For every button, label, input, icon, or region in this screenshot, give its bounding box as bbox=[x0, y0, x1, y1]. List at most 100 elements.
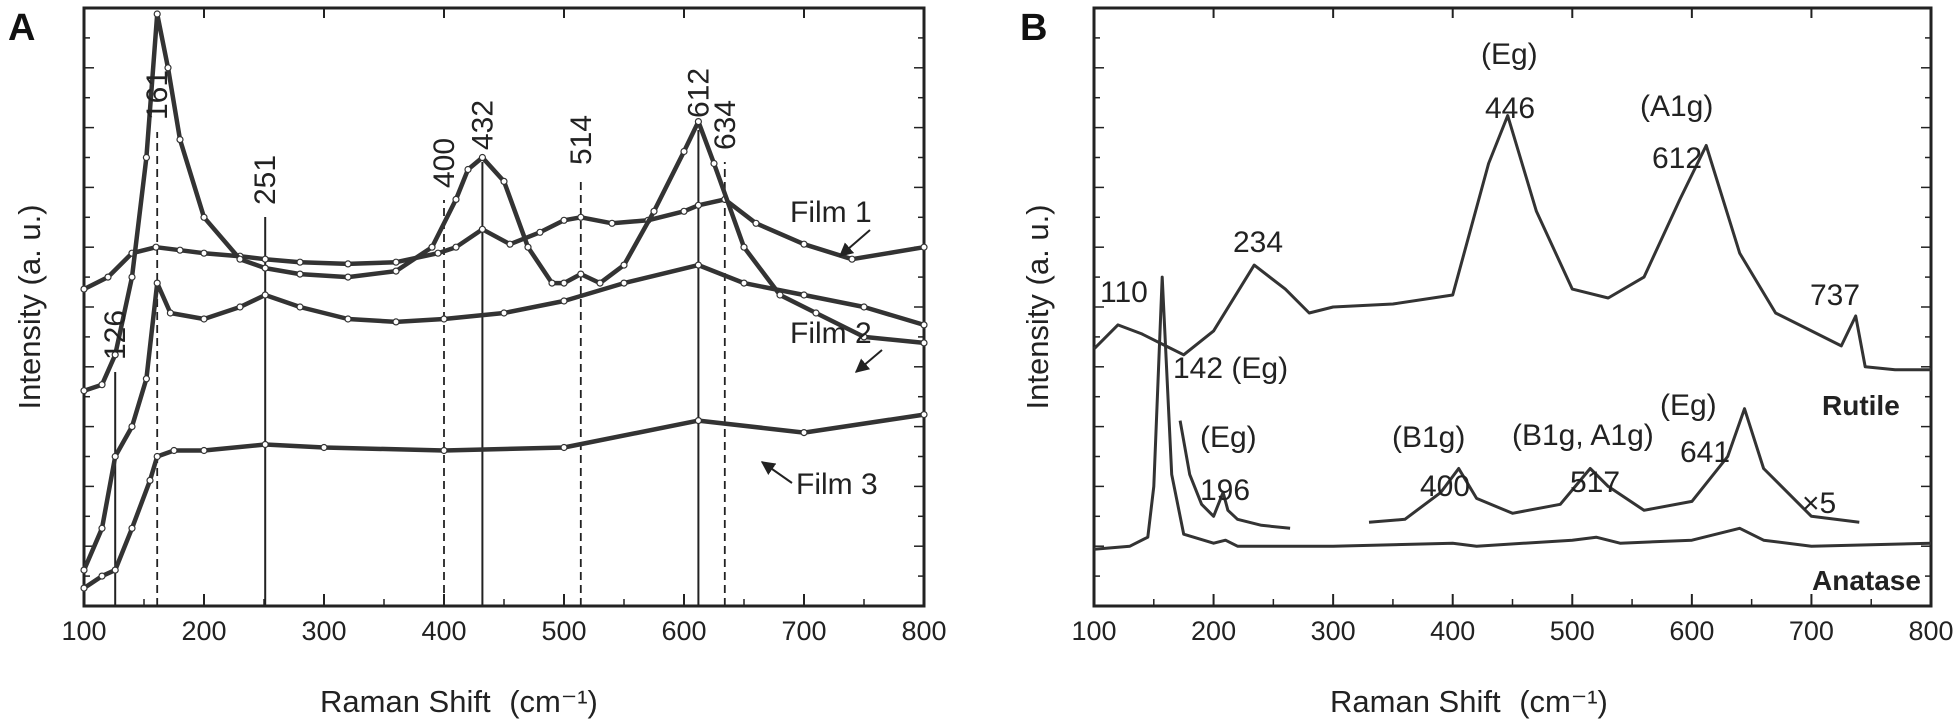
peak-label-126: 126 bbox=[99, 310, 132, 360]
data-point bbox=[128, 273, 136, 281]
peak-label-641: 641 bbox=[1680, 436, 1730, 469]
data-point bbox=[740, 279, 748, 287]
data-point bbox=[142, 375, 150, 383]
anatase-label: Anatase bbox=[1812, 565, 1921, 596]
data-point bbox=[296, 270, 304, 278]
data-point bbox=[170, 446, 178, 455]
data-point bbox=[478, 225, 486, 233]
data-point bbox=[620, 261, 628, 269]
data-point bbox=[560, 279, 568, 287]
film-1-label: Film 1 bbox=[790, 196, 872, 229]
data-point bbox=[800, 429, 808, 437]
data-point bbox=[200, 249, 208, 257]
data-point bbox=[146, 476, 154, 484]
panel-b-series bbox=[1092, 114, 1932, 551]
data-point bbox=[464, 165, 472, 174]
data-point bbox=[261, 291, 269, 299]
peak-label-514: 514 bbox=[565, 115, 598, 165]
data-point bbox=[680, 147, 688, 156]
data-point bbox=[153, 279, 161, 287]
panel-a-x-ticks: 100 200 300 400 500 600 700 800 bbox=[61, 8, 947, 646]
x-tick-label: 700 bbox=[781, 616, 826, 646]
peak-label-400: 400 bbox=[1420, 470, 1470, 503]
data-point bbox=[153, 10, 161, 18]
data-point bbox=[104, 273, 112, 281]
data-point bbox=[710, 159, 718, 168]
peak-mode-446: (Eg) bbox=[1481, 38, 1538, 71]
peak-label-142: 142 (Eg) bbox=[1173, 352, 1288, 385]
peak-label-196: 196 bbox=[1200, 474, 1250, 507]
data-point bbox=[440, 315, 448, 323]
panel-a-x-axis-title: Raman Shift (cm⁻¹) bbox=[320, 684, 598, 719]
data-point bbox=[200, 446, 208, 455]
series-line-2 bbox=[1093, 275, 1932, 551]
peak-mode-612: (A1g) bbox=[1640, 90, 1713, 123]
data-point bbox=[478, 153, 486, 162]
data-point bbox=[128, 524, 136, 532]
peak-label-251: 251 bbox=[249, 155, 282, 205]
film-1-arrow bbox=[838, 229, 871, 257]
data-point bbox=[577, 213, 585, 221]
data-point bbox=[452, 243, 460, 251]
peak-label-737: 737 bbox=[1810, 279, 1860, 312]
data-point bbox=[344, 315, 352, 323]
data-point bbox=[261, 264, 269, 272]
x-tick-label: 400 bbox=[1430, 616, 1475, 646]
data-point bbox=[320, 443, 328, 452]
film-2-label: Film 2 bbox=[790, 317, 872, 350]
data-point bbox=[434, 249, 442, 257]
data-point bbox=[176, 136, 184, 144]
rutile-label: Rutile bbox=[1822, 390, 1900, 421]
data-point bbox=[560, 297, 568, 305]
series-line-3 bbox=[81, 262, 925, 571]
data-point bbox=[176, 246, 184, 254]
film-2-arrow bbox=[854, 349, 883, 373]
x-tick-label: 400 bbox=[421, 616, 466, 646]
data-point bbox=[200, 213, 208, 221]
x-tick-label: 600 bbox=[661, 616, 706, 646]
panel-b-letter: B bbox=[1020, 7, 1047, 49]
data-point bbox=[111, 452, 119, 461]
x-tick-label: 500 bbox=[1550, 616, 1595, 646]
peak-label-400: 400 bbox=[428, 138, 461, 188]
data-point bbox=[80, 285, 88, 293]
x-tick-label: 600 bbox=[1669, 616, 1714, 646]
data-point bbox=[920, 321, 928, 329]
x-tick-label: 200 bbox=[181, 616, 226, 646]
series-line-4 bbox=[82, 412, 925, 590]
data-point bbox=[596, 279, 604, 287]
data-point bbox=[800, 240, 808, 248]
series-line-3 bbox=[1178, 420, 1291, 530]
data-point bbox=[752, 219, 760, 227]
data-point bbox=[392, 258, 400, 266]
data-point bbox=[920, 411, 928, 419]
peak-label-110: 110 bbox=[1100, 276, 1148, 309]
panel-b-x-axis-title: Raman Shift (cm⁻¹) bbox=[1330, 684, 1608, 719]
data-point bbox=[860, 303, 868, 311]
data-point bbox=[680, 207, 688, 215]
data-point bbox=[440, 446, 448, 455]
panel-a-letter: A bbox=[8, 7, 35, 49]
data-point bbox=[128, 423, 136, 431]
data-point bbox=[577, 270, 585, 278]
data-point bbox=[740, 243, 748, 251]
data-point bbox=[848, 255, 856, 263]
panel-a-frame bbox=[82, 6, 926, 608]
peak-label-432: 432 bbox=[466, 100, 499, 150]
data-point bbox=[200, 315, 208, 323]
data-point bbox=[80, 584, 88, 592]
data-point bbox=[560, 443, 568, 452]
x-tick-label: 500 bbox=[541, 616, 586, 646]
data-point bbox=[236, 303, 244, 311]
x-tick-label: 100 bbox=[61, 616, 106, 646]
data-point bbox=[800, 291, 808, 299]
peak-label-612: 612 bbox=[1652, 142, 1702, 175]
panel-b-y-ticks bbox=[1094, 37, 1931, 577]
data-point bbox=[548, 279, 556, 287]
series-line-1 bbox=[1092, 114, 1931, 372]
peak-label-612: 612 bbox=[682, 68, 715, 118]
data-point bbox=[524, 243, 532, 251]
data-point bbox=[536, 228, 544, 236]
data-point bbox=[261, 255, 269, 263]
